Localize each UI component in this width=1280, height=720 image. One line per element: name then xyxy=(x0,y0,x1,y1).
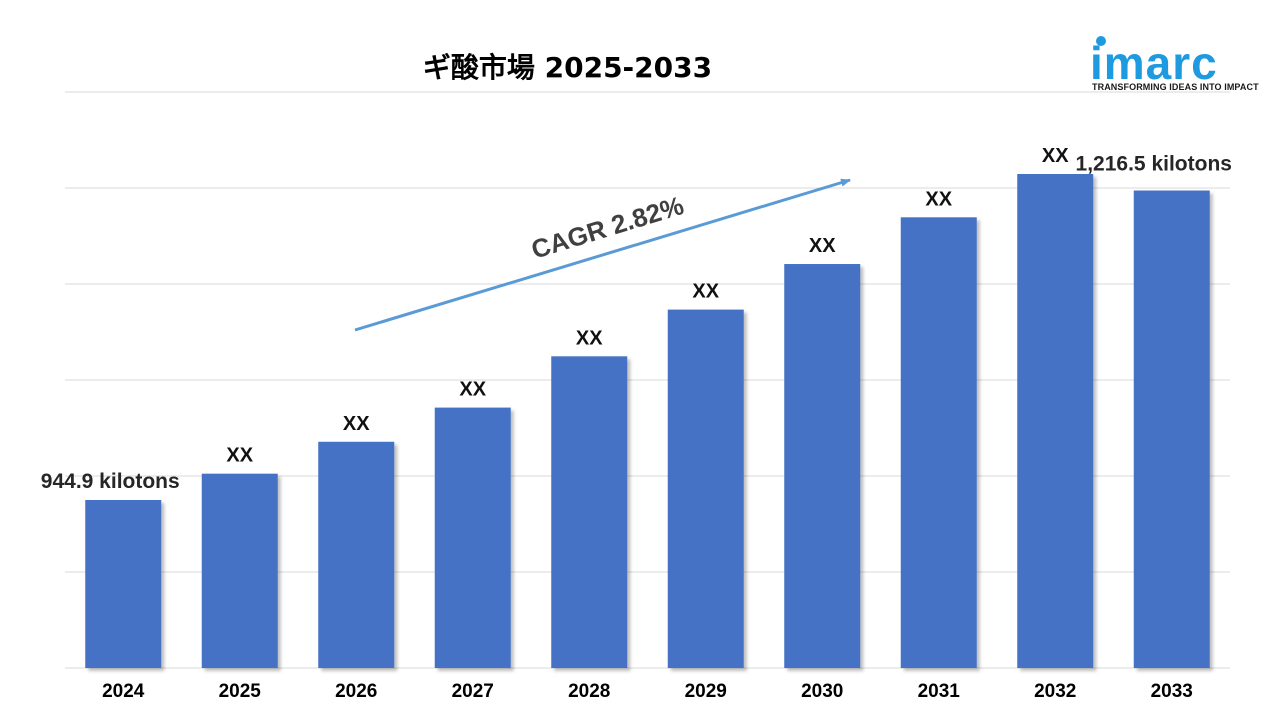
bar-2032 xyxy=(1017,174,1094,668)
data-label-2027: XX xyxy=(459,379,486,401)
x-tick-2025: 2025 xyxy=(219,681,262,702)
x-tick-2032: 2032 xyxy=(1034,681,1076,702)
bars xyxy=(85,174,1210,668)
bar-2029 xyxy=(667,309,744,668)
data-label-2030: XX xyxy=(809,235,836,257)
data-label-2031: XX xyxy=(925,188,952,210)
x-tick-2026: 2026 xyxy=(335,681,377,702)
data-label-2032: XX xyxy=(1042,145,1069,167)
bar-2033 xyxy=(1133,190,1210,668)
x-axis-ticks: 2024 2025 2026 2027 2028 2029 2030 2031 2032 2033 xyxy=(102,681,1193,702)
bar-2028 xyxy=(551,356,628,668)
logo-tagline: TRANSFORMING IDEAS INTO IMPACT xyxy=(1092,82,1259,92)
x-tick-2033: 2033 xyxy=(1151,681,1193,702)
cagr-arrow xyxy=(354,178,851,332)
x-tick-2024: 2024 xyxy=(102,681,145,702)
data-labels: 944.9 kilotons XX XX XX XX XX XX XX XX 1,216.5 ki… xyxy=(41,145,1232,493)
bar-2027 xyxy=(434,407,511,668)
imarc-logo: imarc TRANSFORMING IDEAS INTO IMPACT xyxy=(1088,18,1268,98)
bar-2031 xyxy=(900,217,977,668)
bar-2025 xyxy=(201,473,278,668)
data-label-2033: 1,216.5 kilotons xyxy=(1076,153,1232,176)
data-label-2025: XX xyxy=(226,445,253,467)
data-label-2026: XX xyxy=(343,413,370,435)
chart-title: ギ酸市場 2025-2033 xyxy=(422,51,713,84)
data-label-2029: XX xyxy=(692,281,719,303)
x-tick-2029: 2029 xyxy=(685,681,727,702)
data-label-2028: XX xyxy=(576,327,603,349)
bar-2026 xyxy=(318,441,395,668)
bar-2030 xyxy=(784,264,861,668)
logo-wordmark: imarc xyxy=(1090,37,1218,89)
x-tick-2028: 2028 xyxy=(568,681,610,702)
x-tick-2030: 2030 xyxy=(801,681,843,702)
x-tick-2031: 2031 xyxy=(918,681,961,702)
bar-2024 xyxy=(85,500,162,668)
data-label-2024: 944.9 kilotons xyxy=(41,470,180,493)
logo-dot-icon xyxy=(1096,36,1106,46)
x-tick-2027: 2027 xyxy=(452,681,494,702)
